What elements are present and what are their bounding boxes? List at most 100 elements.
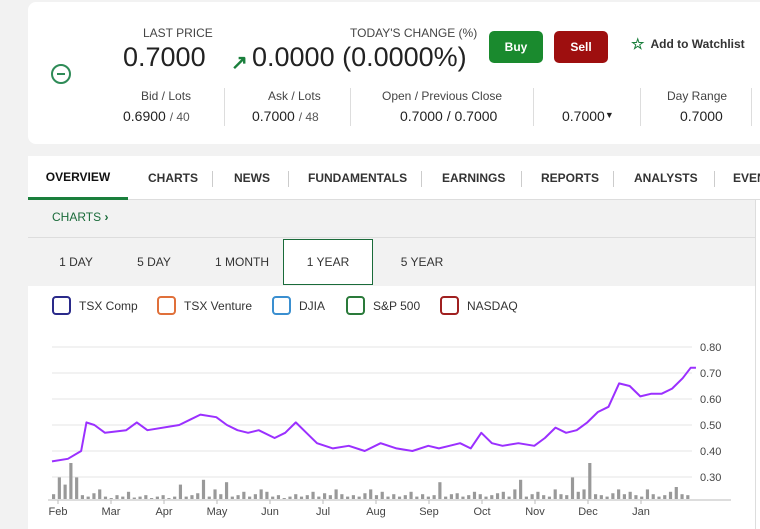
volume-bar [467,495,471,499]
x-tick-label: Sep [419,506,439,518]
volume-bar [132,497,136,499]
y-tick-label: 0.70 [700,368,721,380]
add-to-watchlist-button[interactable]: ☆ Add to Watchlist [631,35,745,53]
price-chart[interactable]: 0.80 0.70 0.60 0.50 0.40 0.30 Feb Mar Apr May Jun J… [28,286,755,529]
tab-reports[interactable]: REPORTS [541,171,600,185]
legend-checkbox [157,296,176,315]
volume-bar [490,495,494,499]
legend-label: DJIA [299,298,326,313]
volume-bar [328,495,332,499]
divider [350,88,351,126]
volume-bar [346,496,350,499]
volume-bar [52,494,56,499]
buy-button[interactable]: Buy [489,31,543,63]
volume-bar [213,489,217,499]
volume-bar [547,496,552,499]
volume-bar [236,495,240,499]
tab-events[interactable]: EVEN [733,171,760,185]
period-5-day[interactable]: 5 DAY [137,255,171,269]
volume-bar [507,496,511,499]
volume-bar [253,494,257,499]
volume-bar [622,494,626,499]
ask-lots-label: Ask / Lots [268,89,321,103]
bid-lots: / 40 [169,110,190,124]
volume-bar [75,477,79,499]
volume-bar [167,498,171,499]
volume-bar [570,477,575,499]
tab-news[interactable]: NEWS [234,171,270,185]
divider [521,171,522,187]
last-price-label: LAST PRICE [143,26,213,40]
period-1-year[interactable]: 1 YEAR [283,239,373,285]
legend-label: TSX Venture [184,298,253,313]
volume-bar [386,496,390,499]
tab-earnings[interactable]: EARNINGS [442,171,506,185]
volume-bar [380,491,384,499]
sell-button[interactable]: Sell [554,31,608,63]
volume-bar [363,493,367,499]
period-1-day[interactable]: 1 DAY [59,255,93,269]
y-tick-label: 0.80 [700,342,721,354]
volume-bar [242,491,246,499]
volume-bar [178,484,183,499]
volume-bar [334,489,338,499]
legend-sp500[interactable]: S&P 500 [346,296,420,315]
volume-bar [230,496,234,499]
volume-bar [248,496,252,499]
period-5-year[interactable]: 5 YEAR [400,255,444,269]
legend-djia[interactable]: DJIA [272,296,325,315]
volume-bar [611,493,615,499]
volume-bar [92,493,96,499]
divider [421,171,422,187]
volume-bar [663,495,667,499]
volume-bar [282,498,286,499]
star-icon: ☆ [631,36,645,53]
volume-bar [80,495,84,499]
y-tick-label: 0.60 [700,394,721,406]
volume-bar [173,496,177,499]
volume-bar [472,491,477,499]
tab-fundamentals[interactable]: FUNDAMENTALS [308,171,408,185]
legend-checkbox [346,296,365,315]
volume-bar [340,494,344,499]
x-tick-label: Mar [102,506,121,518]
volume-bar [190,495,194,499]
volume-bar [536,491,540,499]
legend-tsx-comp[interactable]: TSX Comp [52,296,138,315]
chart-panel: TSX Comp TSX Venture DJIA S&P 500 NASDAQ… [28,286,755,529]
ask-lots-value: 0.7000 / 48 [252,108,319,124]
volume-bar [144,495,148,499]
legend-nasdaq[interactable]: NASDAQ [440,296,518,315]
bid-value: 0.6900 [123,108,166,124]
volume-bar [357,496,361,499]
volume-bar [224,482,229,499]
caret-down-icon: ▼ [604,110,614,120]
collapse-icon[interactable] [51,64,71,84]
side-panel-edge [755,200,760,529]
breadcrumb-charts-link[interactable]: CHARTS › [52,210,108,224]
tab-overview[interactable]: OVERVIEW [28,156,128,200]
volume-bar [126,491,131,499]
tab-charts[interactable]: CHARTS [148,171,198,185]
period-1-month[interactable]: 1 MONTH [215,255,269,269]
volume-bar [645,489,650,499]
volume-bar [276,495,281,499]
price-selector[interactable]: 0.7000▼ [562,108,614,124]
divider [613,171,614,187]
last-price-value: 0.7000 [123,42,206,72]
tab-analysts[interactable]: ANALYSTS [634,171,698,185]
volume-bar [438,482,442,499]
volume-bar [150,498,154,499]
open-prev-close-label: Open / Previous Close [382,89,503,103]
legend-tsx-venture[interactable]: TSX Venture [157,296,252,315]
period-selector: 1 DAY 5 DAY 1 MONTH 1 YEAR 5 YEAR [28,238,755,286]
ask-value: 0.7000 [252,108,295,124]
open-prev-close-value: 0.7000 / 0.7000 [400,108,498,124]
volume-bar [495,493,500,499]
volume-bar [305,495,309,499]
volume-bar [524,496,528,499]
volume-bar [542,495,546,499]
volume-bar [559,494,563,499]
volume-bar [519,479,523,499]
volume-bar [115,495,119,499]
